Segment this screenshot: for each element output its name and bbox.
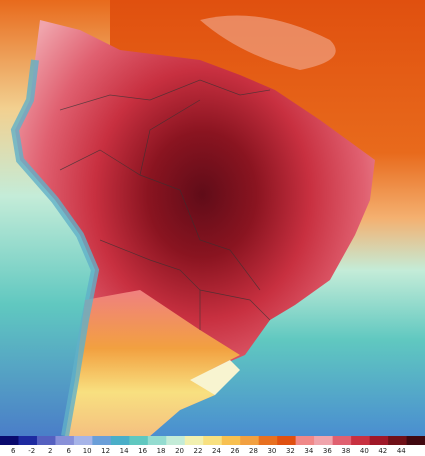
colorbar-label: 16 [138,447,147,455]
colorbar-label: -2 [28,447,35,455]
colorbar-label: 18 [157,447,166,455]
colorbar-label: 22 [194,447,203,455]
colorbar-label: 26 [231,447,240,455]
colorbar: 6 -2 2 6 10 12 14 16 18 20 22 24 26 28 30 32 34 36 38 40 42 4… [0,436,425,455]
colorbar-label: 44 [397,447,406,455]
colorbar-swatch [73,436,93,445]
colorbar-label: 12 [101,447,110,455]
colorbar-swatch [221,436,241,445]
colorbar-swatch [388,436,407,445]
colorbar-swatch [203,436,223,445]
colorbar-swatch [406,436,425,445]
colorbar-swatch [0,436,19,445]
colorbar-label: 14 [120,447,129,455]
colorbar-swatch [369,436,389,445]
colorbar-swatch [258,436,278,445]
colorbar-swatch [277,436,296,445]
colorbar-label: 34 [304,447,313,455]
colorbar-label: 2 [48,447,52,455]
colorbar-label: 6 [66,447,71,455]
colorbar-label: 40 [360,447,369,455]
colorbar-label: 38 [341,447,350,455]
colorbar-swatch [18,436,38,445]
colorbar-label: 30 [267,447,276,455]
colorbar-label: 28 [249,447,258,455]
colorbar-swatch [36,436,56,445]
colorbar-label: 42 [378,447,387,455]
colorbar-swatch [166,436,186,445]
colorbar-swatch [240,436,259,445]
colorbar-label: 32 [286,447,295,455]
andes [10,59,100,437]
colorbar-label: 6 [11,447,16,455]
colorbar-swatch [55,436,75,445]
colorbar-label: 10 [83,447,92,455]
colorbar-swatch [147,436,167,445]
colorbar-swatch [184,436,204,445]
borders [59,79,271,330]
colorbar-swatch [295,436,315,445]
cloud-warm [200,15,336,70]
colorbar-swatch [129,436,149,445]
southern-cone [65,290,240,436]
colorbar-swatch [92,436,112,445]
colorbar-label: 20 [175,447,184,455]
colorbar-swatch [110,436,130,445]
colorbar-swatch [351,436,370,445]
colorbar-swatch [332,436,352,445]
colorbar-label: 36 [323,447,332,455]
uruguay-cool [190,360,240,395]
colorbar-label: 24 [212,447,221,455]
colorbar-swatch [314,436,333,445]
